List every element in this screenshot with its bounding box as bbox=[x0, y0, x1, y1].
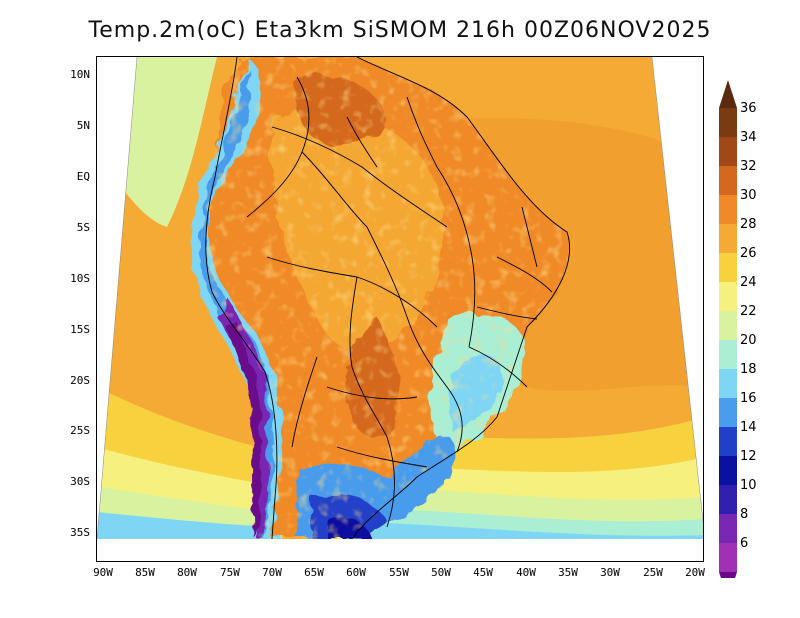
lon-label: 40W bbox=[516, 566, 536, 579]
colorbar-label: 16 bbox=[740, 391, 757, 406]
colorbar-swatch bbox=[719, 282, 737, 311]
colorbar-swatch bbox=[719, 253, 737, 282]
colorbar-label: 14 bbox=[740, 420, 757, 435]
map-title: Temp.2m(oC) Eta3km SiSMOM 216h 00Z06NOV2… bbox=[88, 18, 712, 43]
lon-label: 65W bbox=[304, 566, 324, 579]
lat-label: 20S bbox=[70, 374, 90, 387]
colorbar-swatch bbox=[719, 398, 737, 427]
lon-label: 45W bbox=[473, 566, 493, 579]
lon-label: 90W bbox=[93, 566, 113, 579]
colorbar-swatch bbox=[719, 224, 737, 253]
lat-label: EQ bbox=[76, 170, 90, 183]
colorbar-label: 18 bbox=[740, 362, 757, 377]
colorbar-swatch bbox=[719, 137, 737, 166]
colorbar-label: 22 bbox=[740, 304, 757, 319]
colorbar-swatch bbox=[719, 311, 737, 340]
lon-label: 55W bbox=[389, 566, 409, 579]
colorbar-label: 30 bbox=[740, 188, 757, 203]
colorbar-label: 32 bbox=[740, 159, 757, 174]
colorbar-label: 8 bbox=[740, 507, 749, 522]
lon-label: 80W bbox=[177, 566, 197, 579]
colorbar-swatch bbox=[719, 369, 737, 398]
colorbar-swatch bbox=[719, 427, 737, 456]
colorbar-swatch bbox=[719, 195, 737, 224]
lon-label: 70W bbox=[262, 566, 282, 579]
lon-label: 50W bbox=[431, 566, 451, 579]
colorbar-label: 20 bbox=[740, 333, 757, 348]
colorbar-swatch bbox=[719, 166, 737, 195]
lat-label: 10S bbox=[70, 272, 90, 285]
temperature-field bbox=[97, 57, 703, 561]
colorbar-label: 34 bbox=[740, 130, 757, 145]
lat-label: 15S bbox=[70, 323, 90, 336]
colorbar-swatch bbox=[719, 108, 737, 137]
colorbar-label: 10 bbox=[740, 478, 757, 493]
colorbar-label: 12 bbox=[740, 449, 757, 464]
colorbar-top-arrow bbox=[719, 80, 737, 108]
colorbar-swatch bbox=[719, 456, 737, 485]
colorbar bbox=[719, 80, 737, 578]
lon-label: 75W bbox=[220, 566, 240, 579]
colorbar-swatch bbox=[719, 514, 737, 543]
lat-label: 25S bbox=[70, 424, 90, 437]
lon-label: 30W bbox=[600, 566, 620, 579]
lon-label: 25W bbox=[643, 566, 663, 579]
colorbar-bottom-arrow bbox=[719, 572, 737, 578]
lon-label: 20W bbox=[685, 566, 705, 579]
lat-label: 5N bbox=[76, 119, 90, 132]
colorbar-label: 36 bbox=[740, 101, 757, 116]
lat-label: 35S bbox=[70, 526, 90, 539]
colorbar-swatch bbox=[719, 485, 737, 514]
colorbar-swatch bbox=[719, 340, 737, 369]
colorbar-label: 24 bbox=[740, 275, 757, 290]
lat-label: 30S bbox=[70, 475, 90, 488]
lon-label: 60W bbox=[346, 566, 366, 579]
lat-label: 5S bbox=[76, 221, 90, 234]
colorbar-label: 26 bbox=[740, 246, 757, 261]
lon-label: 85W bbox=[135, 566, 155, 579]
lon-label: 35W bbox=[558, 566, 578, 579]
country-borders bbox=[205, 57, 571, 539]
colorbar-label: 6 bbox=[740, 536, 749, 551]
lat-label: 10N bbox=[70, 68, 90, 81]
colorbar-label: 28 bbox=[740, 217, 757, 232]
map-panel bbox=[96, 56, 704, 562]
colorbar-swatch bbox=[719, 543, 737, 572]
